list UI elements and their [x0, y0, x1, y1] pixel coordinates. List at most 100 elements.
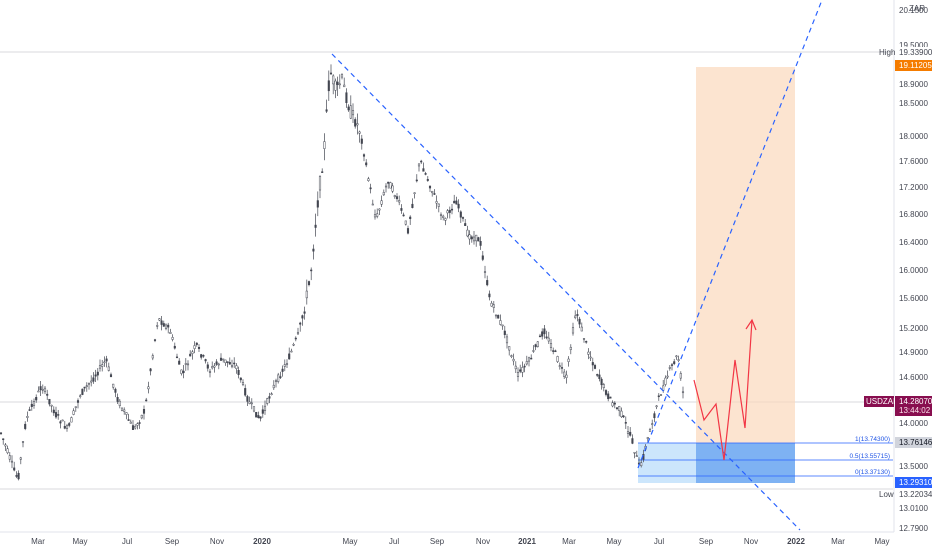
candle-body	[21, 441, 25, 443]
candle-body	[120, 407, 124, 411]
candle-body	[406, 228, 410, 234]
candle-body	[514, 365, 517, 370]
candle-body	[475, 234, 478, 242]
candle-body	[490, 302, 493, 307]
candle-body	[547, 337, 550, 342]
candle-body	[204, 359, 207, 362]
y-tick-label: 15.6000	[899, 294, 928, 303]
high-value-tag	[895, 47, 932, 58]
candle-body	[541, 331, 544, 337]
candle-body	[83, 386, 86, 389]
candle-body	[395, 196, 399, 200]
candle-body	[457, 203, 460, 209]
candle-body	[389, 182, 392, 189]
candle-body	[103, 361, 106, 364]
fib-zone[interactable]	[696, 443, 795, 483]
candle-body	[173, 345, 176, 349]
candle-body	[116, 397, 119, 402]
candle-body	[453, 200, 456, 204]
x-tick-label: Mar	[31, 537, 45, 546]
candle-body	[259, 416, 262, 419]
candle-body	[629, 431, 632, 436]
candle-body	[274, 380, 278, 382]
candle-body	[413, 192, 416, 194]
y-tick-label: 20.1500	[899, 6, 928, 15]
target-value: 19.11205	[899, 61, 932, 70]
candle-body	[373, 214, 377, 218]
candle-body	[505, 336, 509, 344]
candle-body	[670, 364, 674, 366]
x-tick-label: Nov	[210, 537, 224, 546]
candle-body	[52, 409, 55, 414]
candle-body	[607, 393, 610, 400]
candle-body	[464, 223, 467, 226]
candle-body	[294, 337, 297, 340]
candle-body	[376, 213, 379, 217]
x-axis-panel[interactable]	[0, 532, 932, 550]
y-tick-label: 18.0000	[899, 132, 928, 141]
ascending-trendline[interactable]	[637, 0, 823, 469]
candle-body	[285, 363, 289, 365]
candle-body	[153, 339, 157, 341]
y-tick-label: 16.8000	[899, 210, 928, 219]
candle-body	[648, 429, 652, 432]
symbol-tag[interactable]	[864, 396, 894, 407]
candle-body	[371, 203, 374, 206]
candle-body	[525, 361, 528, 365]
candle-body	[149, 368, 152, 372]
candle-body	[563, 371, 566, 377]
candle-body	[558, 365, 561, 367]
candle-body	[307, 281, 311, 286]
candle-body	[536, 341, 539, 347]
candle-body	[15, 475, 18, 477]
candle-body	[197, 347, 201, 349]
projected-path[interactable]	[693, 319, 753, 461]
candle-body	[466, 229, 469, 237]
candle-body	[37, 390, 40, 393]
candle-body	[433, 193, 436, 195]
high-label: High	[879, 48, 895, 57]
candle-body	[411, 203, 414, 208]
candle-body	[527, 357, 531, 362]
candle-body	[281, 368, 284, 372]
candle-body	[677, 359, 680, 361]
candle-body	[98, 365, 102, 369]
candle-body	[217, 363, 220, 366]
candle-body	[532, 350, 535, 352]
candle-body	[354, 119, 357, 127]
x-tick-label: Sep	[699, 537, 714, 546]
candle-body	[68, 423, 71, 426]
candle-body	[156, 325, 159, 327]
candle-body	[59, 421, 62, 424]
candle-body	[666, 375, 669, 378]
entry-tag	[895, 477, 932, 488]
fib-label-1: 1(13.74300)	[855, 436, 890, 443]
candle-body	[585, 341, 588, 343]
candle-body	[125, 412, 128, 415]
candle-body	[543, 328, 546, 335]
candle-body	[327, 80, 330, 92]
x-tick-label: May	[342, 537, 357, 546]
candle-body	[565, 374, 568, 378]
candle-body	[679, 373, 682, 379]
target-zone[interactable]	[696, 67, 795, 443]
candle-body	[65, 425, 69, 429]
high-value: 19.33900	[899, 48, 932, 57]
candle-body	[266, 398, 269, 404]
candle-body	[332, 75, 335, 85]
candle-body	[431, 190, 434, 194]
candle-body	[290, 350, 293, 353]
candle-body	[439, 214, 443, 217]
symbol-label: USDZAR	[866, 397, 899, 406]
candle-body	[316, 200, 319, 208]
candle-body	[391, 185, 394, 192]
candle-body	[208, 370, 212, 373]
candle-body	[653, 413, 656, 419]
stop-tag	[895, 437, 932, 448]
candle-body	[239, 377, 242, 381]
descending-trendline[interactable]	[331, 53, 801, 531]
candle-body	[651, 423, 654, 425]
candle-body	[250, 402, 253, 405]
candle-body	[567, 358, 570, 362]
